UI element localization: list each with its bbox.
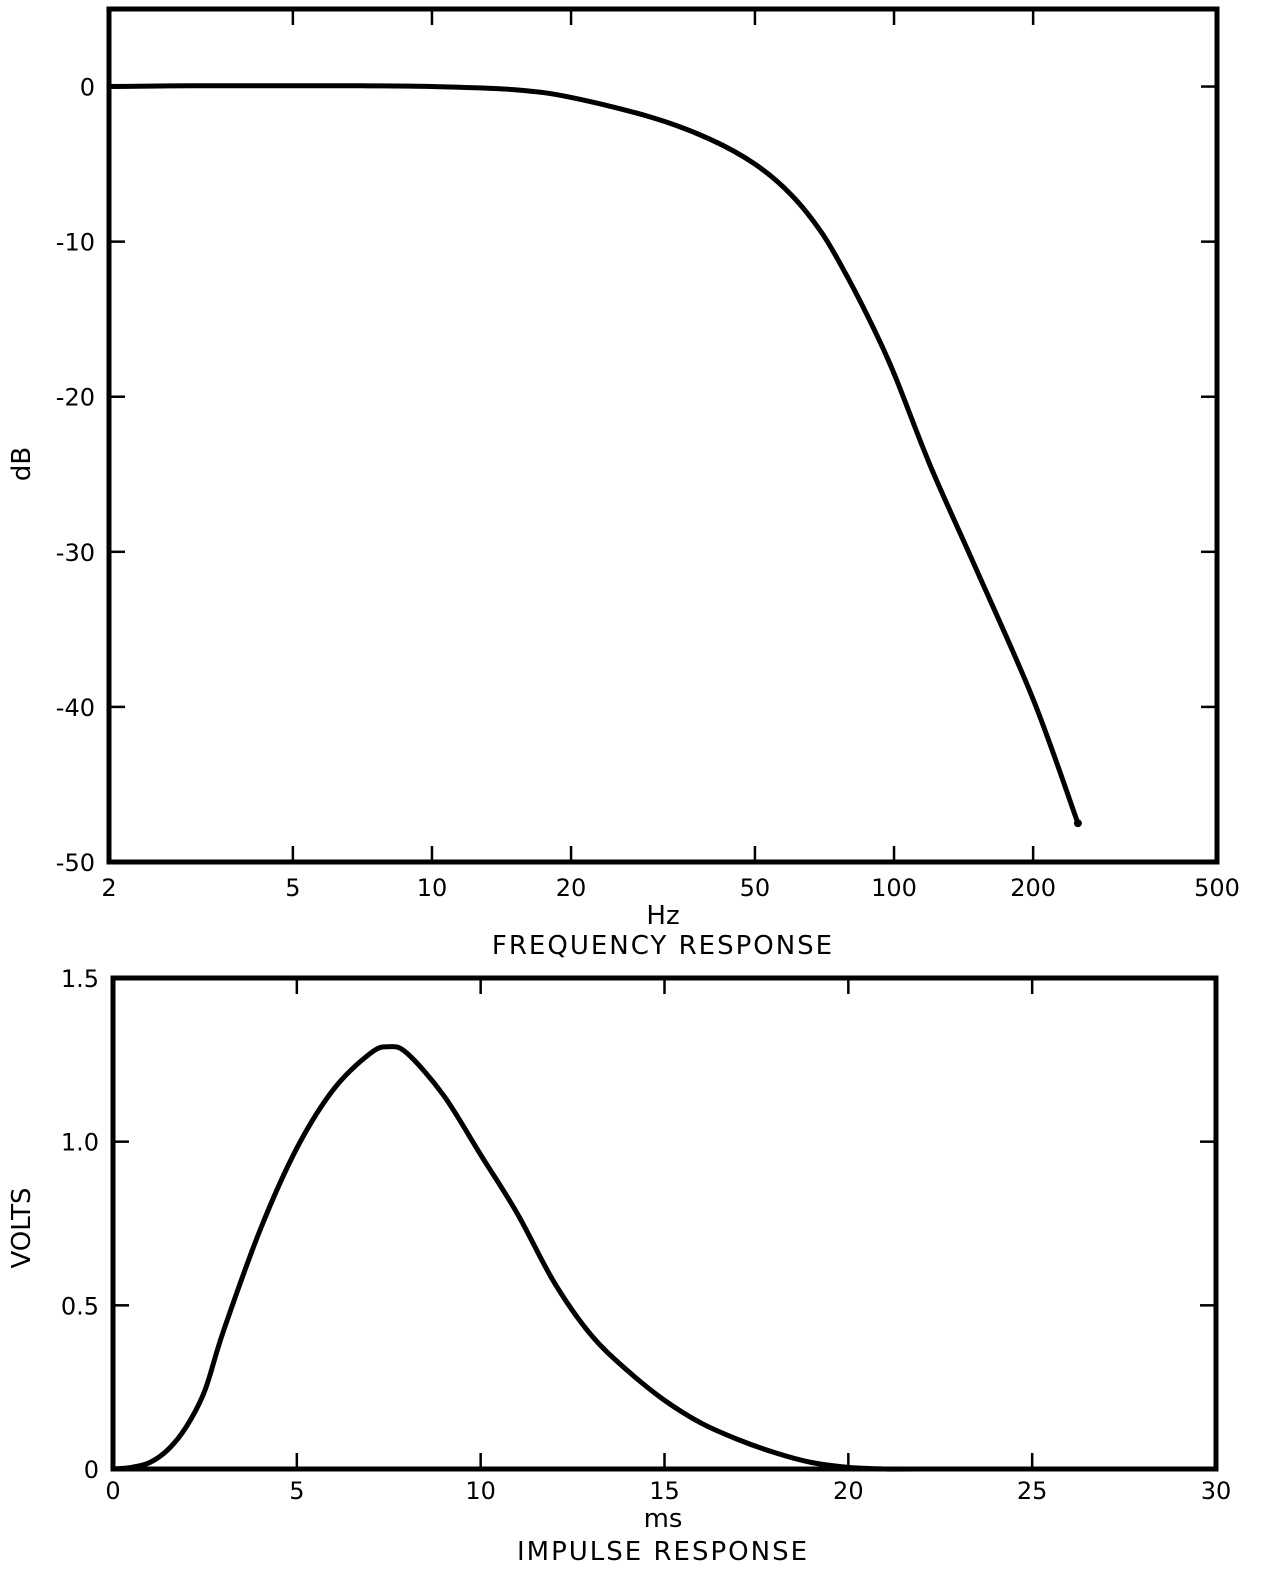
frequency-x-tick-labels: 2 5 10 20 50 100 200 500 — [101, 874, 1240, 902]
x-tick-label: 50 — [740, 874, 771, 902]
y-tick-label: 0 — [84, 1456, 99, 1484]
impulse-response-caption: IMPULSE RESPONSE — [517, 1537, 809, 1567]
x-tick-label: 25 — [1017, 1477, 1048, 1505]
frequency-y-axis-title: dB — [7, 447, 37, 481]
x-tick-label: 5 — [289, 1477, 304, 1505]
x-tick-label: 5 — [285, 874, 300, 902]
y-tick-label: -20 — [56, 384, 95, 412]
impulse-response-panel: 0 5 10 15 20 25 30 0 0.5 1.0 1.5 VOLTS ms IMPULSE… — [7, 965, 1231, 1567]
x-tick-label: 2 — [101, 874, 116, 902]
frequency-response-caption: FREQUENCY RESPONSE — [492, 931, 834, 961]
impulse-x-tick-labels: 0 5 10 15 20 25 30 — [105, 1477, 1231, 1505]
frequency-plot-frame — [106, 6, 1220, 865]
x-tick-label: 0 — [105, 1477, 120, 1505]
impulse-y-tick-labels: 0 0.5 1.0 1.5 — [61, 965, 99, 1484]
x-tick-label: 20 — [833, 1477, 864, 1505]
impulse-response-curve — [110, 1044, 1219, 1472]
frequency-y-tick-labels: 0 -10 -20 -30 -40 -50 — [56, 74, 95, 877]
impulse-plot-frame — [110, 975, 1219, 1472]
y-tick-label: 1.0 — [61, 1129, 99, 1157]
y-tick-label: 0 — [80, 74, 95, 102]
y-tick-label: 1.5 — [61, 965, 99, 993]
impulse-y-axis-title: VOLTS — [7, 1187, 37, 1268]
x-tick-label: 10 — [417, 874, 448, 902]
x-tick-label: 20 — [556, 874, 587, 902]
x-tick-label: 10 — [465, 1477, 496, 1505]
y-tick-label: 0.5 — [61, 1292, 99, 1320]
x-tick-label: 30 — [1201, 1477, 1232, 1505]
y-tick-label: -30 — [56, 539, 95, 567]
impulse-x-axis-title: ms — [644, 1504, 683, 1534]
x-tick-label: 500 — [1194, 874, 1240, 902]
impulse-tick-marks — [113, 978, 1216, 1469]
frequency-response-curve — [106, 83, 1081, 826]
x-tick-label: 200 — [1010, 874, 1056, 902]
frequency-curve-endpoint — [1073, 819, 1082, 828]
frequency-response-panel: 2 5 10 20 50 100 200 500 0 -10 -20 -30 -40 -50 dB Hz… — [7, 6, 1240, 961]
y-tick-label: -40 — [56, 694, 95, 722]
x-tick-label: 100 — [871, 874, 917, 902]
y-tick-label: -10 — [56, 229, 95, 257]
y-tick-label: -50 — [56, 849, 95, 877]
x-tick-label: 15 — [649, 1477, 680, 1505]
frequency-x-axis-title: Hz — [646, 901, 679, 931]
frequency-tick-marks — [109, 9, 1217, 862]
